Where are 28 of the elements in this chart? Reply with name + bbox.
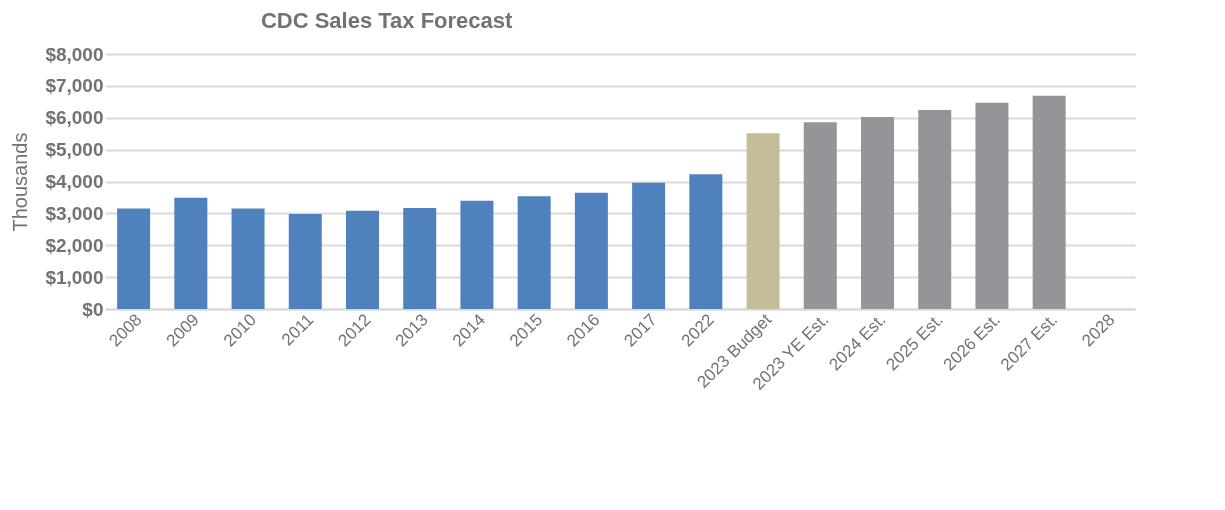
y-tick-label: $2,000 [45,234,104,256]
y-tick-label: $7,000 [45,75,104,97]
bar [861,117,894,309]
bar [460,200,494,309]
y-tick-label: $8,000 [45,43,104,65]
bar [403,207,437,309]
bar [288,214,322,309]
bar [632,182,666,309]
y-tick-label: $5,000 [45,139,104,161]
bar [689,174,723,309]
chart-title: CDC Sales Tax Forecast [260,8,514,33]
bar [803,122,837,309]
bar [746,133,780,309]
bar [174,197,208,309]
bar [117,208,151,309]
bar [231,208,265,309]
bar [346,210,379,309]
y-axis-title: Thousands [9,132,32,232]
y-tick-label: $1,000 [45,266,104,288]
bar [574,192,608,309]
bar [975,102,1009,309]
bar [517,196,551,309]
bar [1032,95,1066,309]
y-tick-label: $4,000 [45,171,104,192]
y-tick-label: $3,000 [45,202,104,224]
y-tick-label: $0 [82,298,104,320]
bar [918,110,952,309]
y-tick-label: $6,000 [45,107,104,129]
